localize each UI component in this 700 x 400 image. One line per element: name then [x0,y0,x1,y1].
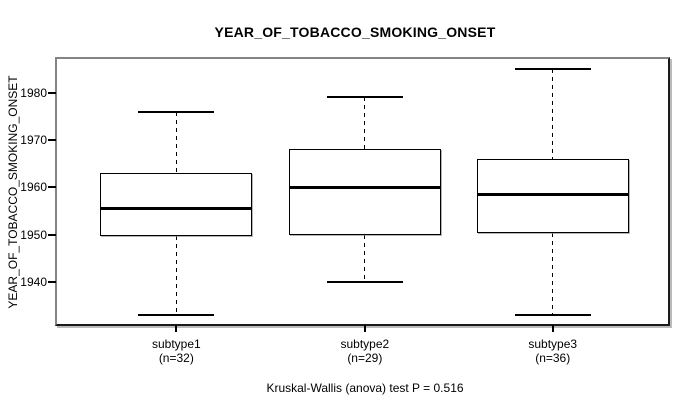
plot-area: 1940 1950 1960 1970 1980 [20,59,669,332]
median-line-subtype2 [288,185,441,189]
whisker-cap-lower-subtype2 [326,280,403,283]
group-count: (n=29) [347,351,383,365]
whisker-cap-lower-subtype3 [514,314,591,317]
median-line-subtype1 [100,207,253,211]
x-axis-labels: subtype1 (n=32) subtype2 (n=29) subtype3 (n=3… [57,337,669,369]
statistical-test-caption: Kruskal-Wallis (anova) test P = 0.516 [266,381,464,395]
x-axis-group-label-subtype1: subtype1 (n=32) [106,337,246,365]
y-axis-tick [48,186,56,189]
whisker-lower-subtype2 [364,234,366,282]
iqr-box-subtype2 [288,149,441,235]
iqr-box-subtype1 [100,173,253,236]
group-name: subtype2 [340,337,390,351]
x-axis-group-label-subtype2: subtype2 (n=29) [295,337,435,365]
group-name: subtype1 [151,337,201,351]
whisker-lower-subtype1 [175,235,177,316]
y-axis-tick-label: 1960 [20,180,47,195]
y-axis-tick [48,280,56,283]
whisker-upper-subtype2 [364,97,366,150]
y-axis-tick-label: 1940 [20,274,47,289]
whisker-cap-lower-subtype1 [138,314,215,317]
group-count: (n=32) [158,351,194,365]
whisker-cap-upper-subtype1 [138,110,215,113]
y-axis-tick [48,233,56,236]
group-name: subtype3 [528,337,578,351]
x-axis-group-label-subtype3: subtype3 (n=36) [483,337,623,365]
x-axis-tick-subtype3 [551,325,554,332]
y-axis-tick [48,91,56,94]
chart-title: YEAR_OF_TOBACCO_SMOKING_ONSET [214,24,496,40]
whisker-upper-subtype3 [552,68,554,159]
y-axis-tick-label: 1970 [20,132,47,147]
median-line-subtype3 [476,192,629,196]
y-axis-tick-label: 1950 [20,227,47,242]
whisker-cap-upper-subtype3 [514,67,591,70]
plot-frame [55,57,670,326]
whisker-upper-subtype1 [175,111,177,174]
x-axis-tick-subtype1 [175,325,178,332]
x-axis-tick-subtype2 [363,325,366,332]
group-count: (n=36) [535,351,571,365]
whisker-cap-upper-subtype2 [326,96,403,99]
whisker-lower-subtype3 [552,233,554,316]
iqr-box-subtype3 [476,158,629,234]
y-axis-tick [48,138,56,141]
y-axis-tick-label: 1980 [20,85,47,100]
